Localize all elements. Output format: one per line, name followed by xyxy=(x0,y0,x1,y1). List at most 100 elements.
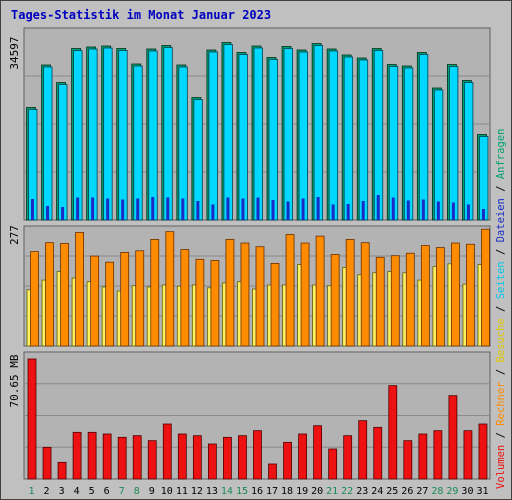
bar-volumen-day-2 xyxy=(42,446,52,480)
bar-seiten-day-7 xyxy=(121,199,125,220)
bar-seiten-day-28 xyxy=(436,201,440,220)
bar-dateien-day-21 xyxy=(328,50,339,221)
bar-rechner-day-31 xyxy=(481,228,490,347)
bar-seiten-day-9 xyxy=(151,197,155,220)
bar-volumen-day-1 xyxy=(27,358,37,480)
bar-volumen-day-28 xyxy=(433,430,443,480)
bar-dateien-day-8 xyxy=(133,65,143,221)
bar-seiten-day-6 xyxy=(106,198,110,220)
bar-volumen-day-25 xyxy=(388,385,398,480)
bar-dateien-day-9 xyxy=(148,50,158,221)
bar-dateien-day-20 xyxy=(313,45,324,221)
bar-dateien-day-27 xyxy=(418,54,429,221)
bar-volumen-day-17 xyxy=(268,463,277,480)
bar-rechner-day-9 xyxy=(150,238,160,347)
bar-dateien-day-19 xyxy=(298,51,308,221)
day-label-30: 30 xyxy=(461,486,473,497)
bar-volumen-day-19 xyxy=(298,433,307,480)
bar-dateien-day-31 xyxy=(479,136,489,221)
day-label-21: 21 xyxy=(326,486,338,497)
bar-rechner-day-15 xyxy=(240,242,250,347)
bar-dateien-day-10 xyxy=(163,47,173,221)
bar-seiten-day-20 xyxy=(316,197,320,220)
bar-volumen-day-14 xyxy=(223,436,232,480)
bar-seiten-day-16 xyxy=(256,197,260,220)
bar-rechner-day-16 xyxy=(255,246,265,347)
bar-rechner-day-21 xyxy=(330,254,340,347)
day-label-8: 8 xyxy=(134,486,140,497)
bar-dateien-day-7 xyxy=(118,50,128,221)
bar-dateien-day-17 xyxy=(268,59,278,221)
day-label-20: 20 xyxy=(311,486,323,497)
bar-dateien-day-14 xyxy=(223,44,233,221)
legend-rechner: Rechner xyxy=(495,382,507,426)
day-label-10: 10 xyxy=(161,486,173,497)
bar-seiten-day-18 xyxy=(286,201,290,220)
chart-title: Tages-Statistik im Monat Januar 2023 xyxy=(11,8,271,22)
day-label-6: 6 xyxy=(104,486,110,497)
bar-dateien-day-4 xyxy=(73,50,83,221)
legend-anfragen: Anfragen xyxy=(495,129,507,180)
day-label-15: 15 xyxy=(236,486,248,497)
bar-volumen-day-18 xyxy=(283,441,292,480)
bar-dateien-day-25 xyxy=(388,66,399,221)
bar-dateien-day-16 xyxy=(253,47,263,221)
bar-rechner-day-3 xyxy=(60,243,69,347)
bar-seiten-day-24 xyxy=(376,195,380,220)
bar-seiten-day-30 xyxy=(466,204,470,220)
bar-seiten-day-15 xyxy=(241,198,245,220)
bar-volumen-day-3 xyxy=(57,461,67,480)
bar-rechner-day-8 xyxy=(135,250,145,347)
bar-seiten-day-17 xyxy=(271,200,275,220)
bar-volumen-day-24 xyxy=(373,426,383,480)
bar-dateien-day-30 xyxy=(464,82,474,221)
bar-rechner-day-29 xyxy=(451,242,460,347)
bar-rechner-day-13 xyxy=(210,260,220,347)
bar-rechner-day-7 xyxy=(120,252,130,347)
bar-volumen-day-29 xyxy=(448,395,458,480)
day-label-5: 5 xyxy=(89,486,95,497)
day-label-2: 2 xyxy=(44,486,50,497)
bar-dateien-day-22 xyxy=(343,56,354,221)
bottom-ymax-label: 70.65 MB xyxy=(8,354,21,407)
day-label-27: 27 xyxy=(416,486,428,497)
day-label-23: 23 xyxy=(356,486,368,497)
day-label-26: 26 xyxy=(401,486,413,497)
bar-rechner-day-2 xyxy=(45,242,54,347)
bar-rechner-day-10 xyxy=(165,231,175,347)
bar-volumen-day-20 xyxy=(313,425,323,480)
bar-rechner-day-1 xyxy=(30,251,39,347)
bar-dateien-day-15 xyxy=(238,54,248,221)
bar-volumen-day-13 xyxy=(207,443,217,480)
bar-seiten-day-27 xyxy=(421,199,425,220)
bar-rechner-day-12 xyxy=(195,258,205,347)
bar-rechner-day-19 xyxy=(300,242,310,347)
bar-seiten-day-21 xyxy=(331,204,335,220)
day-label-7: 7 xyxy=(119,486,125,497)
bar-rechner-day-11 xyxy=(180,249,190,347)
bar-rechner-day-23 xyxy=(360,242,370,347)
day-label-25: 25 xyxy=(386,486,398,497)
bar-rechner-day-6 xyxy=(105,261,115,347)
day-label-13: 13 xyxy=(206,486,218,497)
bar-seiten-day-19 xyxy=(301,198,305,220)
bar-dateien-day-11 xyxy=(178,66,188,221)
top-ymax-label: 34597 xyxy=(8,36,21,69)
legend-besuche: Besuche xyxy=(495,318,507,362)
bar-volumen-day-7 xyxy=(117,436,127,480)
day-label-16: 16 xyxy=(251,486,263,497)
bar-dateien-day-26 xyxy=(403,67,414,221)
bar-rechner-day-18 xyxy=(285,234,295,347)
legend: Volumen / Rechner / Besuche / Seiten / D… xyxy=(495,129,507,489)
legend-separator: / xyxy=(495,426,507,445)
bar-seiten-day-8 xyxy=(136,198,140,220)
bar-seiten-day-14 xyxy=(226,197,230,220)
day-label-29: 29 xyxy=(446,486,458,497)
legend-seiten: Seiten xyxy=(495,261,507,299)
bar-rechner-day-24 xyxy=(375,256,385,347)
bar-seiten-day-13 xyxy=(211,204,215,220)
day-label-1: 1 xyxy=(29,486,35,497)
bar-rechner-day-14 xyxy=(225,238,235,347)
legend-separator: / xyxy=(495,179,507,198)
